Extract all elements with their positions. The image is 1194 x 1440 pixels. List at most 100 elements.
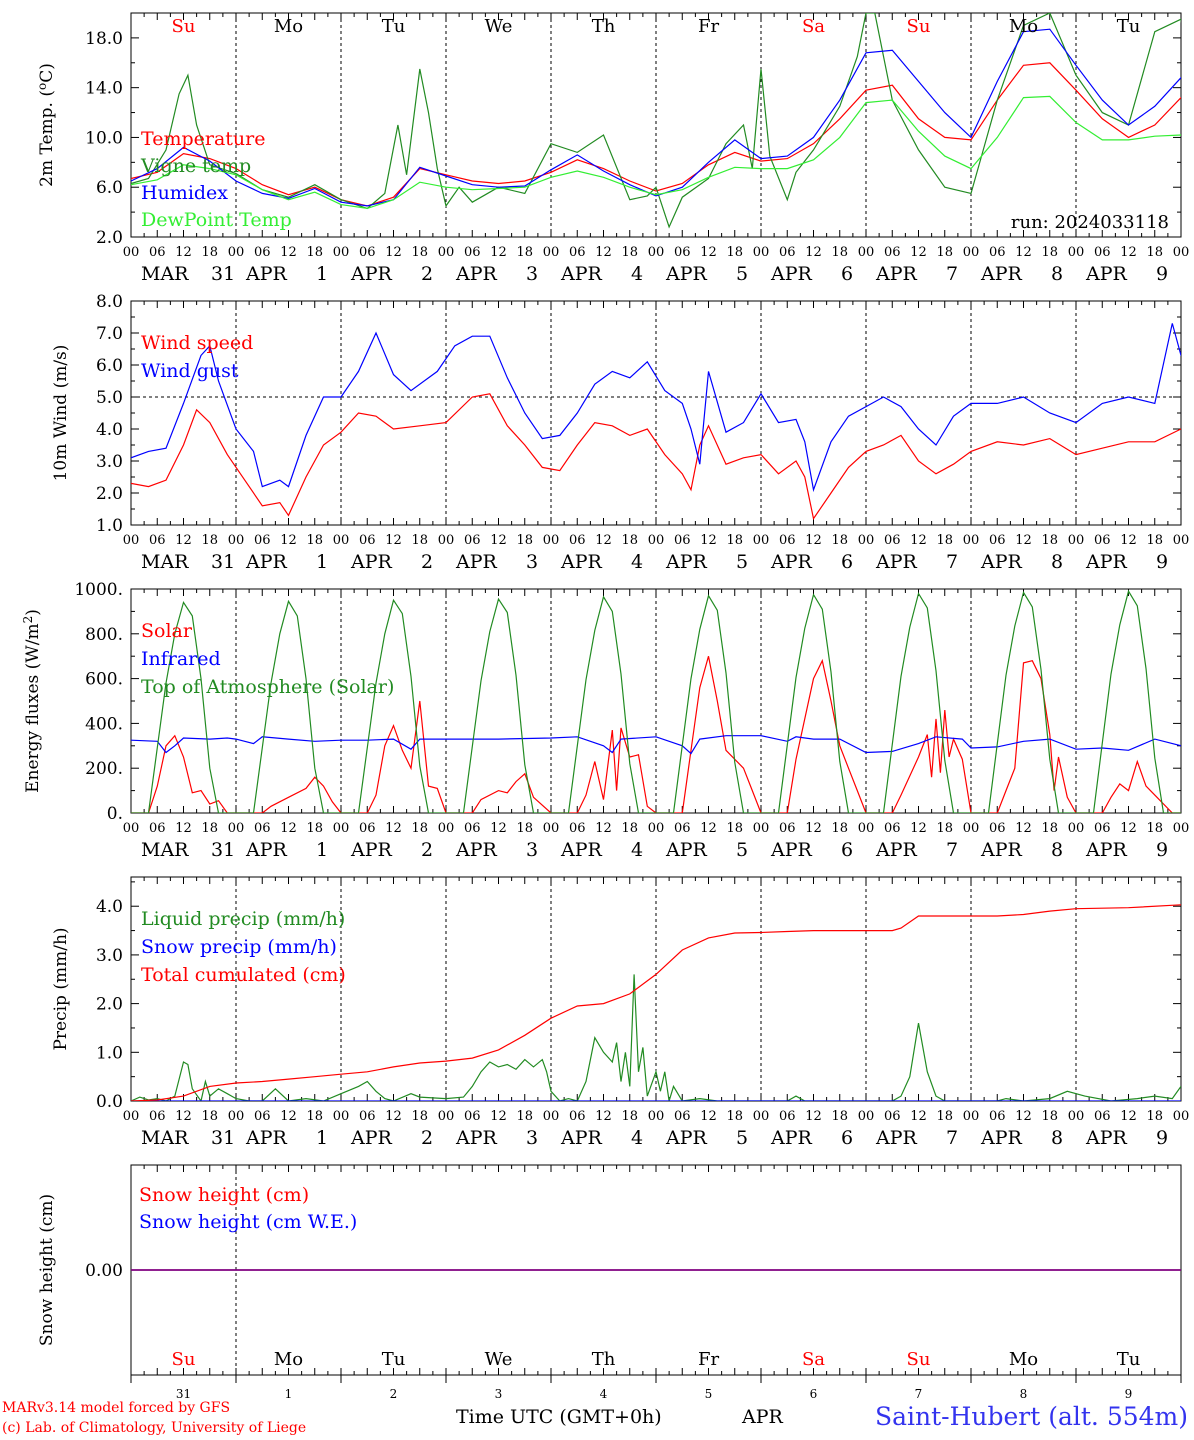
energy-date-labels: MAR 31 APR 1 APR 2 APR 3 APR 4 APR 5 APR 6 APR 7 APR 8 APR… (141, 839, 1168, 861)
date-month-label: APR (455, 551, 498, 573)
wind-panel: 1.0 2.0 3.0 4.0 5.0 6.0 7.0 8.0 10m Wind (m/s) Wi… (51, 292, 1190, 573)
hour-label: 00 (543, 821, 560, 836)
hour-label: 06 (779, 533, 796, 548)
date-day-label: 8 (1051, 551, 1063, 573)
energy-ytick-label: 200. (85, 759, 123, 779)
hour-label: 00 (123, 1109, 140, 1124)
energy-frame (130, 588, 1182, 814)
hour-label: 06 (569, 1109, 586, 1124)
energy-ytick-label: 800. (85, 625, 123, 645)
date-day-label: 9 (1156, 1127, 1168, 1149)
weekday-label: We (485, 16, 513, 37)
hour-label: 00 (753, 245, 770, 260)
energy-y-axis: 0. 200. 400. 600. 800. 1000. (74, 580, 1181, 824)
date-day-label: 31 (211, 1127, 235, 1149)
hour-label: 06 (884, 1109, 901, 1124)
hour-label: 12 (595, 821, 612, 836)
wind-ytick-label: 1.0 (96, 516, 123, 536)
legend-entry: Snow height (cm W.E.) (139, 1211, 357, 1233)
precip-panel: 0.0 1.0 2.0 3.0 4.0 Precip (mm/h) Liquid preci… (51, 876, 1189, 1149)
date-month-label: APR (560, 1127, 603, 1149)
date-day-label: 7 (946, 839, 958, 861)
date-month-label: APR (665, 263, 708, 285)
legend-entry: Total cumulated (cm) (141, 964, 346, 986)
series-line-wind-gust (131, 323, 1181, 493)
hour-label: 12 (1015, 533, 1032, 548)
date-day-label: 6 (841, 551, 853, 573)
wind-hour-labels: 00 06 12 18 00 06 12 18 00 06 12 18 00 06 12 18 00 06 12 18… (123, 533, 1190, 548)
hour-label: 12 (280, 245, 297, 260)
hour-label: 18 (936, 1109, 953, 1124)
hour-label: 12 (910, 533, 927, 548)
date-day-label: 3 (526, 1127, 538, 1149)
date-month-label: APR (875, 839, 918, 861)
temperature-ytick-label: 2.0 (96, 228, 123, 248)
hour-label: 00 (648, 245, 665, 260)
hour-label: 00 (753, 821, 770, 836)
hour-label: 12 (595, 1109, 612, 1124)
hour-label: 06 (674, 1109, 691, 1124)
date-month-label: APR (875, 263, 918, 285)
date-day-label: 4 (631, 839, 643, 861)
date-month-label: APR (455, 839, 498, 861)
hour-label: 18 (1041, 1109, 1058, 1124)
date-month-label: APR (1085, 263, 1128, 285)
hour-label: 06 (359, 245, 376, 260)
weekday-label: Su (172, 16, 196, 37)
wind-frame (130, 300, 1182, 526)
series-line-infrared (131, 735, 1181, 755)
hour-label: 00 (858, 1109, 875, 1124)
bottom-day-number: 9 (1125, 1387, 1133, 1401)
hour-label: 12 (1015, 821, 1032, 836)
hour-label: 00 (1173, 245, 1190, 260)
date-day-label: 2 (421, 1127, 433, 1149)
weekday-label: Su (172, 1349, 196, 1370)
date-month-label: APR (560, 551, 603, 573)
energy-series (131, 589, 1181, 813)
legend-entry: Vigne temp (140, 155, 251, 177)
weekday-label: Tu (382, 1349, 406, 1370)
date-day-label: 7 (946, 1127, 958, 1149)
station-name: Saint-Hubert (alt. 554m) (874, 1402, 1188, 1431)
date-day-label: 6 (841, 263, 853, 285)
hour-label: 18 (621, 821, 638, 836)
date-month-label: APR (245, 839, 288, 861)
lab-credit-line: (c) Lab. of Climatology, University of L… (2, 1420, 307, 1436)
hour-label: 00 (963, 533, 980, 548)
legend-entry: Temperature (141, 128, 265, 150)
series-line-total-cumulated-cm- (131, 904, 1181, 1101)
energy-ylabel: Energy fluxes (W/m2) (21, 609, 43, 793)
series-line-vigne-temp (131, 13, 1181, 229)
hour-label: 18 (516, 533, 533, 548)
date-month-label: MAR (141, 1127, 189, 1149)
date-day-label: 5 (736, 839, 748, 861)
wind-hour-ticks (130, 301, 1182, 525)
hour-label: 18 (831, 533, 848, 548)
date-month-label: APR (455, 263, 498, 285)
date-month-label: APR (1085, 551, 1128, 573)
temperature-hour-labels: 00 06 12 18 00 06 12 18 00 06 12 18 00 06 12 18 00 06 12 18… (123, 245, 1190, 260)
temperature-ytick-label: 18.0 (85, 29, 123, 49)
hour-label: 06 (1094, 533, 1111, 548)
date-day-label: 31 (211, 839, 235, 861)
hour-label: 00 (228, 245, 245, 260)
date-month-label: APR (455, 1127, 498, 1149)
weekday-label: Th (592, 16, 616, 37)
hour-label: 12 (700, 1109, 717, 1124)
weekday-label: Th (592, 1349, 616, 1370)
hour-label: 00 (858, 821, 875, 836)
date-day-label: 3 (526, 263, 538, 285)
hour-label: 12 (175, 245, 192, 260)
date-day-label: 2 (421, 551, 433, 573)
hour-label: 12 (385, 1109, 402, 1124)
snow-ytick-label: 0.00 (85, 1261, 123, 1281)
hour-label: 06 (464, 533, 481, 548)
date-day-label: 4 (631, 1127, 643, 1149)
date-month-label: APR (350, 551, 393, 573)
legend-entry: Liquid precip (mm/h) (141, 908, 345, 930)
hour-label: 06 (149, 533, 166, 548)
temperature-y-axis: 2.0 6.0 10.0 14.0 18.0 (85, 12, 1181, 248)
hour-label: 06 (779, 245, 796, 260)
date-month-label: APR (875, 551, 918, 573)
hour-label: 00 (333, 533, 350, 548)
